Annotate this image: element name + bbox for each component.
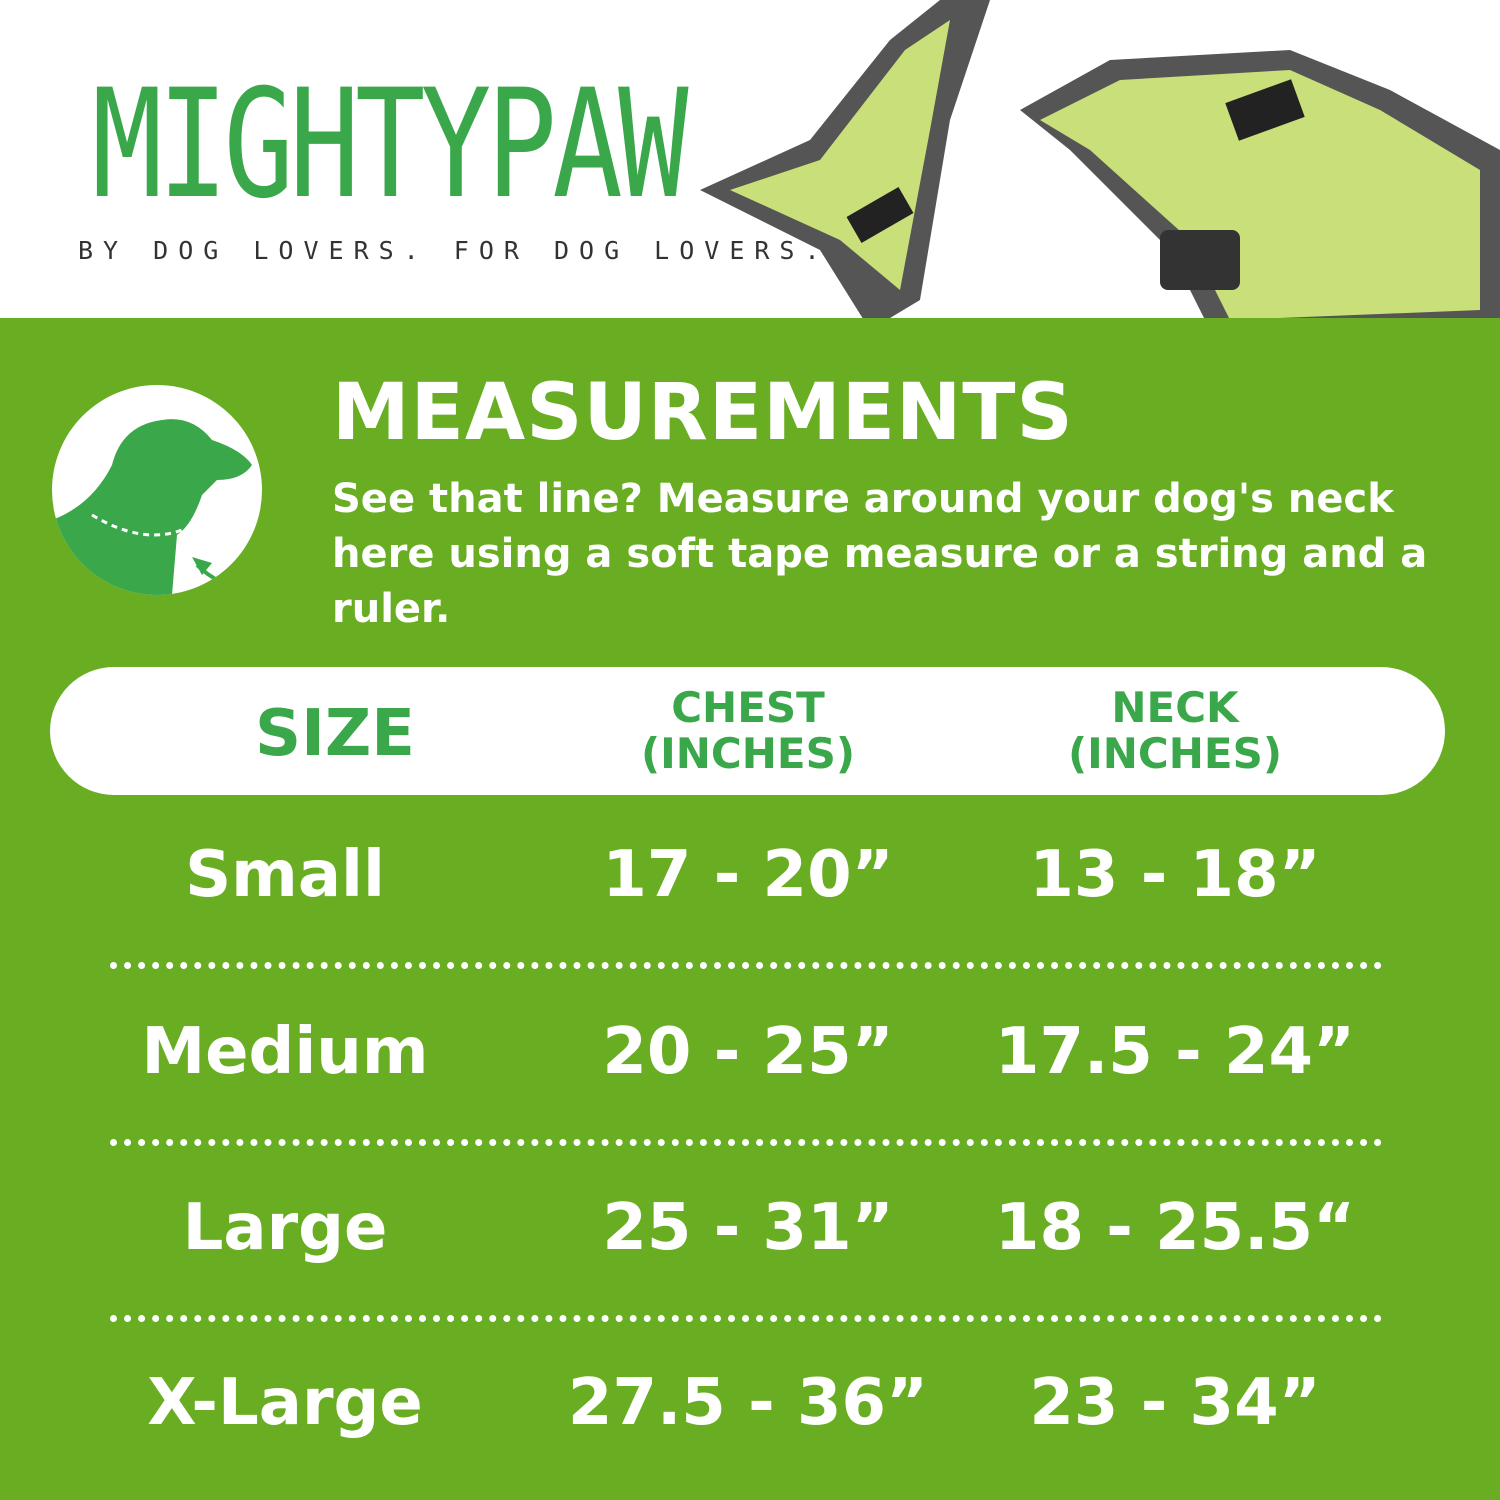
header-size: SIZE (254, 697, 416, 771)
brand-logo: MIGHTYPAW (92, 58, 689, 232)
measurement-instructions: See that line? Measure around your dog's… (332, 476, 1428, 632)
table-cell-size: X-Large (147, 1366, 423, 1440)
table-header: SIZE CHEST (INCHES) NECK (INCHES) (50, 667, 1445, 795)
header-chest-unit: (INCHES) (640, 729, 856, 778)
table-cell-chest: 25 - 31” (602, 1191, 894, 1265)
table-cell-neck: 17.5 - 24” (994, 1015, 1356, 1089)
header-neck-label: NECK (1111, 683, 1239, 732)
page-title: MEASUREMENTS (332, 368, 1074, 458)
row-divider (110, 1139, 1382, 1146)
header-neck: NECK (INCHES) (1068, 685, 1282, 777)
header-area: MIGHTYPAW BY DOG LOVERS. FOR DOG LOVERS. (0, 0, 1500, 330)
header-chest-label: CHEST (671, 683, 825, 732)
table-cell-size: Small (185, 838, 385, 912)
brand-tagline: BY DOG LOVERS. FOR DOG LOVERS. (78, 236, 830, 265)
table-cell-chest: 27.5 - 36” (567, 1366, 929, 1440)
dog-neck-measure-icon (52, 385, 262, 595)
harness-photo (700, 0, 1500, 330)
header-chest: CHEST (INCHES) (641, 685, 855, 777)
row-divider (110, 962, 1382, 969)
table-cell-chest: 20 - 25” (602, 1015, 894, 1089)
table-cell-neck: 13 - 18” (1029, 838, 1321, 912)
header-neck-unit: (INCHES) (1067, 729, 1283, 778)
row-divider (110, 1315, 1382, 1322)
table-cell-size: Large (182, 1191, 388, 1265)
table-cell-neck: 18 - 25.5“ (994, 1191, 1356, 1265)
table-cell-size: Medium (141, 1015, 429, 1089)
table-cell-chest: 17 - 20” (602, 838, 894, 912)
table-cell-neck: 23 - 34” (1029, 1366, 1321, 1440)
